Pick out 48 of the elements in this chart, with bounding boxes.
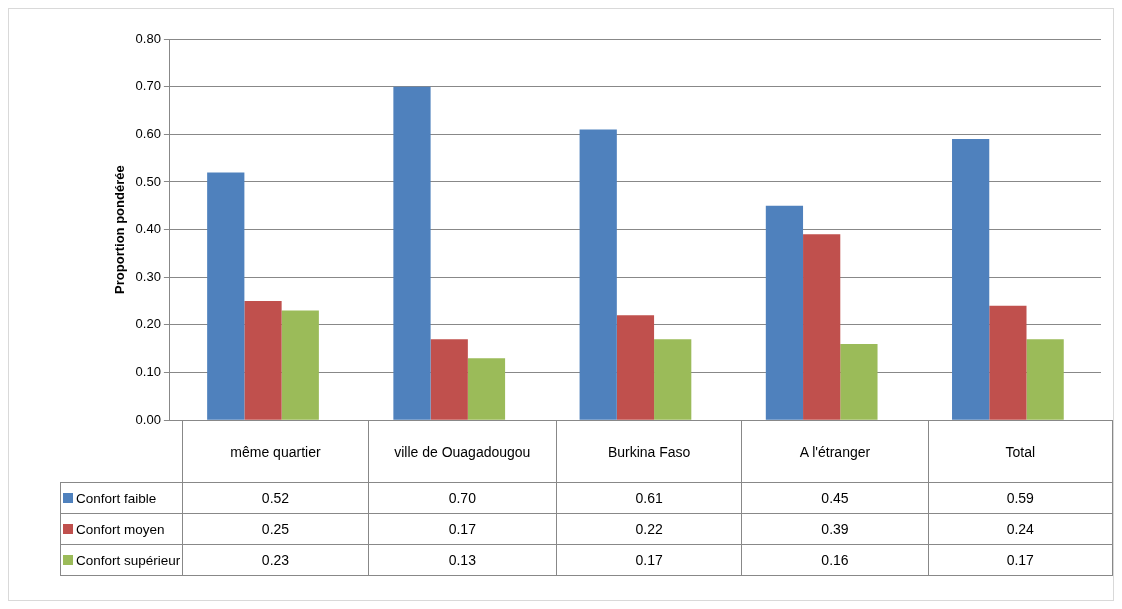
bar [840, 343, 878, 420]
x-tick-label: Total [928, 420, 1113, 483]
x-tick-label: même quartier [182, 420, 369, 483]
bar [430, 339, 468, 420]
y-tick-label: 0.00 [135, 411, 161, 427]
data-label: 0.39 [741, 513, 929, 545]
y-tick-label: 0.60 [135, 125, 161, 141]
y-tick-label: 0.20 [135, 316, 161, 332]
bar [952, 139, 990, 420]
y-tick-label: 0.30 [135, 268, 161, 284]
bar [244, 301, 282, 420]
y-tick-label: 0.80 [135, 30, 161, 46]
data-label: 0.17 [368, 513, 557, 545]
bar [765, 205, 804, 420]
bar [467, 358, 506, 420]
y-tick-label: 0.40 [135, 221, 161, 237]
bar [803, 234, 841, 420]
bar [616, 315, 655, 420]
bar [579, 129, 617, 420]
data-label: 0.61 [556, 482, 742, 514]
x-tick-label: ville de Ouagadougou [368, 420, 557, 483]
data-label: 0.22 [556, 513, 742, 545]
data-label: 0.16 [741, 544, 929, 576]
bar [207, 172, 245, 420]
data-label: 0.70 [368, 482, 557, 514]
data-label: 0.25 [182, 513, 369, 545]
data-label: 0.24 [928, 513, 1113, 545]
data-label: 0.17 [556, 544, 742, 576]
legend-label: Confort moyen [75, 521, 165, 537]
legend-label: Confort supérieur [75, 552, 181, 568]
y-tick-label: 0.10 [135, 364, 161, 380]
x-tick-label: Burkina Faso [556, 420, 742, 483]
data-label: 0.52 [182, 482, 369, 514]
y-axis-title: Proportion pondérée [112, 165, 128, 294]
bar [281, 310, 319, 420]
y-tick-label: 0.50 [135, 173, 161, 189]
bar [654, 339, 692, 420]
bar [393, 86, 431, 420]
y-tick-label: 0.70 [135, 78, 161, 94]
data-label: 0.13 [368, 544, 557, 576]
data-label: 0.17 [928, 544, 1113, 576]
bar [1026, 339, 1064, 420]
data-label: 0.59 [928, 482, 1113, 514]
data-label: 0.23 [182, 544, 369, 576]
bar [989, 305, 1027, 420]
legend-label: Confort faible [75, 490, 157, 506]
x-tick-label: A l'étranger [741, 420, 929, 483]
data-label: 0.45 [741, 482, 929, 514]
